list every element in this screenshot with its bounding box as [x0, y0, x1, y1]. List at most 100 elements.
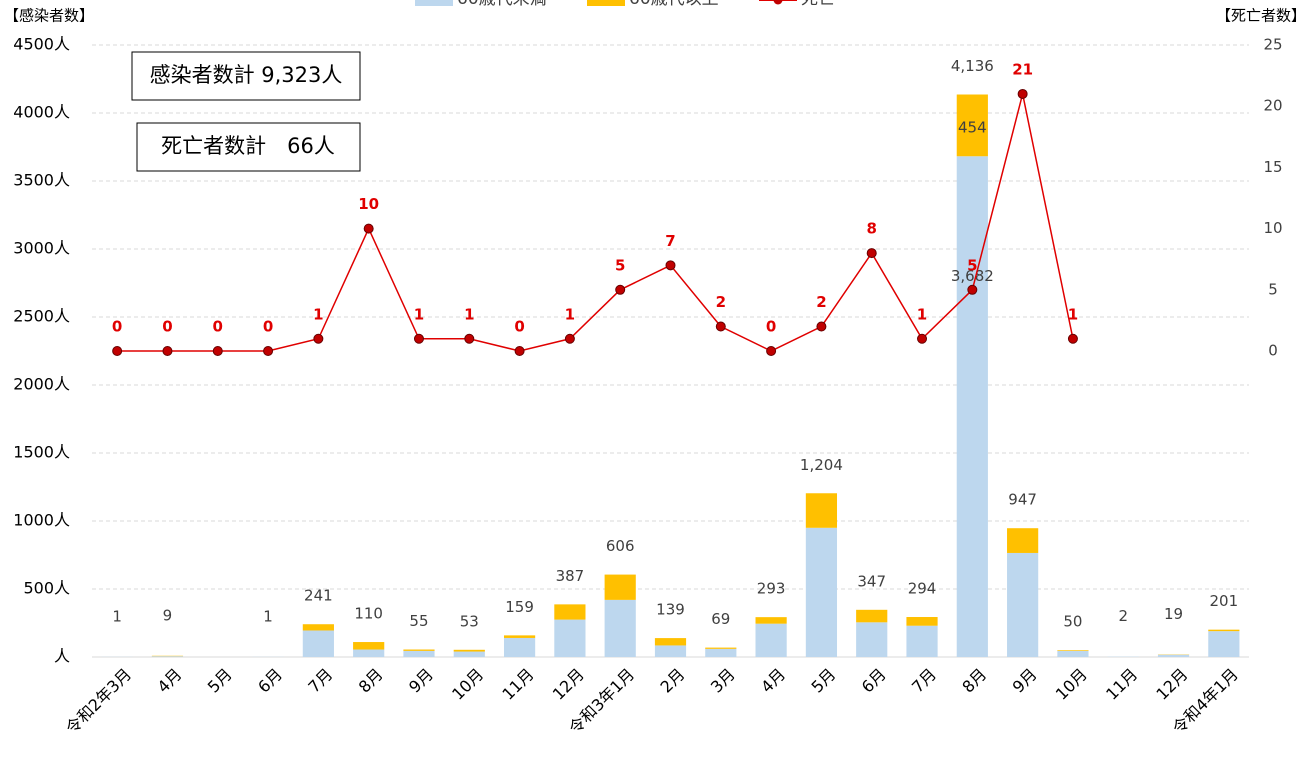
bar-segment: [353, 642, 384, 649]
x-tick-label: 6月: [254, 665, 286, 697]
total-label: 9: [163, 606, 173, 624]
y2-tick-label: 20: [1263, 97, 1282, 115]
death-label: 21: [1012, 60, 1033, 78]
death-label: 0: [514, 318, 524, 336]
x-tick-label: 7月: [908, 665, 940, 697]
bar-segment: [906, 626, 937, 657]
bar-segment: [1007, 528, 1038, 553]
bar-segment: [756, 617, 787, 624]
bar-segment: [504, 635, 535, 638]
x-tick-label: 5月: [807, 665, 839, 697]
legend-swatch: [774, 0, 783, 5]
death-marker: [163, 347, 172, 356]
total-label: 241: [304, 587, 333, 605]
total-label: 1: [112, 607, 122, 625]
death-label: 0: [162, 318, 172, 336]
legend-label: 60歳代以上: [629, 0, 719, 9]
total-label: 55: [409, 612, 428, 630]
death-marker: [515, 347, 524, 356]
death-label: 5: [967, 256, 977, 274]
bar-segment: [705, 649, 736, 657]
legend-swatch: [587, 0, 625, 6]
y-tick-label: 2500人: [13, 307, 70, 326]
death-marker: [767, 347, 776, 356]
death-label: 1: [464, 305, 474, 323]
y2-tick-label: 15: [1263, 158, 1282, 176]
bar-segment: [1057, 651, 1088, 657]
bar-segment: [655, 645, 686, 657]
total-label: 293: [757, 580, 786, 598]
legend-label: 死亡: [801, 0, 835, 9]
legend-label: 60歳代未満: [457, 0, 547, 9]
x-tick-label: 4月: [154, 665, 186, 697]
death-marker: [817, 322, 826, 331]
death-label: 0: [112, 318, 122, 336]
bar-segment: [1208, 631, 1239, 657]
x-tick-label: 5月: [204, 665, 236, 697]
y2-tick-label: 5: [1268, 280, 1278, 298]
bar-segment: [303, 624, 334, 630]
total-label: 201: [1210, 592, 1239, 610]
death-label: 8: [866, 220, 876, 238]
death-marker: [1068, 334, 1077, 343]
total-label: 1: [263, 607, 273, 625]
death-marker: [465, 334, 474, 343]
y-tick-label: 2000人: [13, 375, 70, 394]
total-label: 53: [460, 612, 479, 630]
x-tick-label: 3月: [707, 665, 739, 697]
death-label: 1: [917, 305, 927, 323]
x-tick-label: 9月: [405, 665, 437, 697]
death-marker: [113, 347, 122, 356]
death-marker: [1018, 89, 1027, 98]
segment-label: 454: [958, 119, 987, 137]
death-label: 1: [565, 305, 575, 323]
total-label: 347: [857, 572, 886, 590]
y2-tick-label: 10: [1263, 219, 1282, 237]
death-marker: [414, 334, 423, 343]
death-label: 0: [263, 318, 273, 336]
death-marker: [968, 285, 977, 294]
bar-segment: [605, 600, 636, 657]
total-label: 69: [711, 610, 730, 628]
bar-segment: [906, 617, 937, 626]
x-tick-label: 7月: [304, 665, 336, 697]
x-tick-label: 2月: [657, 665, 689, 697]
total-label: 387: [556, 567, 585, 585]
x-tick-label: 11月: [1102, 665, 1141, 704]
bar-segment: [303, 630, 334, 657]
death-marker: [918, 334, 927, 343]
y-tick-label: 3000人: [13, 239, 70, 258]
death-label: 10: [358, 195, 379, 213]
total-label: 2: [1118, 607, 1128, 625]
death-marker: [213, 347, 222, 356]
death-label: 7: [665, 232, 675, 250]
death-label: 0: [766, 318, 776, 336]
total-label: 159: [505, 598, 534, 616]
x-tick-label: 8月: [958, 665, 990, 697]
x-tick-label: 6月: [858, 665, 890, 697]
death-label: 2: [716, 293, 726, 311]
y-tick-label: 500人: [23, 579, 70, 598]
legend-swatch: [415, 0, 453, 6]
total-label: 19: [1164, 605, 1183, 623]
bar-segment: [856, 610, 887, 623]
total-label: 4,136: [951, 57, 994, 75]
bar-segment: [1007, 553, 1038, 657]
annotation: 感染者数計 9,323人: [150, 63, 343, 87]
bar-segment: [1208, 630, 1239, 631]
bar-segment: [806, 528, 837, 657]
y-tick-label: 1000人: [13, 511, 70, 530]
bar-segment: [454, 650, 485, 652]
annotation: 死亡者数計 66人: [161, 134, 335, 158]
x-tick-label: 9月: [1009, 665, 1041, 697]
total-label: 947: [1008, 491, 1037, 509]
death-marker: [364, 224, 373, 233]
total-label: 110: [354, 605, 383, 623]
y2-tick-label: 0: [1268, 342, 1278, 360]
x-tick-label: 12月: [549, 665, 588, 704]
death-label: 2: [816, 293, 826, 311]
y2-tick-label: 25: [1263, 36, 1282, 54]
bar-segment: [403, 651, 434, 657]
death-marker: [314, 334, 323, 343]
